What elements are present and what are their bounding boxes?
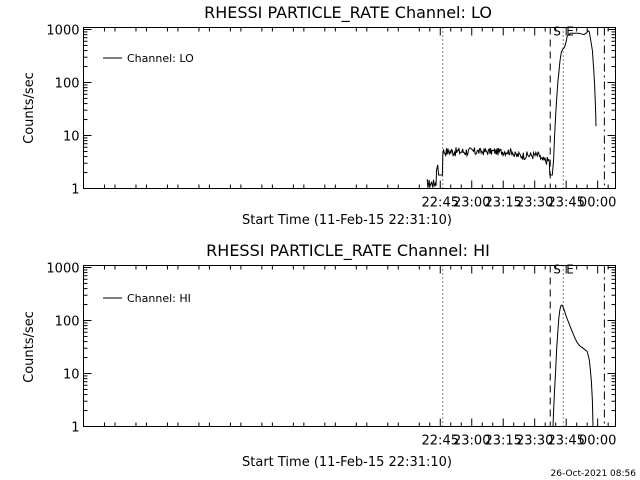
marker-label: E <box>566 263 574 277</box>
x-tick-label: 23:45 <box>547 434 584 449</box>
y-axis: 1 10 100 1000 <box>46 262 616 436</box>
x-tick-label: 23:00 <box>453 196 490 211</box>
x-tick-label: 23:30 <box>516 434 553 449</box>
x-tick-label: 22:45 <box>422 434 459 449</box>
y-axis-label: Counts/sec <box>22 72 37 144</box>
legend-label: Channel: LO <box>127 52 194 65</box>
series-lines <box>552 304 594 427</box>
y-tick-label: 1 <box>71 183 79 198</box>
legend-label: Channel: HI <box>127 292 191 305</box>
x-tick-label: 00:00 <box>579 196 616 211</box>
x-axis-label: Start Time (11-Feb-15 22:31:10) <box>242 213 452 228</box>
x-tick-label: 22:45 <box>422 196 459 211</box>
y-axis-label: Counts/sec <box>22 311 37 383</box>
y-tick-label: 1000 <box>46 24 79 39</box>
y-tick-label: 1 <box>71 421 79 436</box>
x-tick-label: 23:45 <box>547 196 584 211</box>
x-tick-label: 23:00 <box>453 434 490 449</box>
y-axis: 1 10 100 1000 <box>46 24 616 198</box>
chart-title: RHESSI PARTICLE_RATE Channel: HI <box>206 241 490 261</box>
y-tick-label: 10 <box>63 130 80 145</box>
x-tick-label: 23:15 <box>484 196 521 211</box>
y-tick-label: 100 <box>55 315 80 330</box>
plot-frame <box>83 265 616 427</box>
legend: Channel: HI <box>103 292 191 305</box>
marker-label: E <box>566 25 574 39</box>
series-line <box>552 304 594 427</box>
x-tick-label: 00:00 <box>579 434 616 449</box>
marker-label: S <box>553 263 561 277</box>
footer-timestamp: 26-Oct-2021 08:56 <box>551 469 637 479</box>
y-tick-label: 1000 <box>46 262 79 277</box>
panel-hi: RHESSI PARTICLE_RATE Channel: HI 22:4523… <box>22 241 616 470</box>
plot-frame <box>83 27 616 189</box>
series-lines <box>426 29 597 190</box>
series-line <box>426 29 597 190</box>
y-tick-label: 100 <box>55 77 80 92</box>
y-tick-label: 10 <box>63 368 80 383</box>
x-tick-label: 23:15 <box>484 434 521 449</box>
x-tick-label: 23:30 <box>516 196 553 211</box>
marker-label: S <box>553 25 561 39</box>
legend: Channel: LO <box>103 52 194 65</box>
chart-title: RHESSI PARTICLE_RATE Channel: LO <box>204 3 492 23</box>
x-axis-label: Start Time (11-Feb-15 22:31:10) <box>242 455 452 470</box>
panel-lo: RHESSI PARTICLE_RATE Channel: LO 22:4523… <box>22 3 616 228</box>
